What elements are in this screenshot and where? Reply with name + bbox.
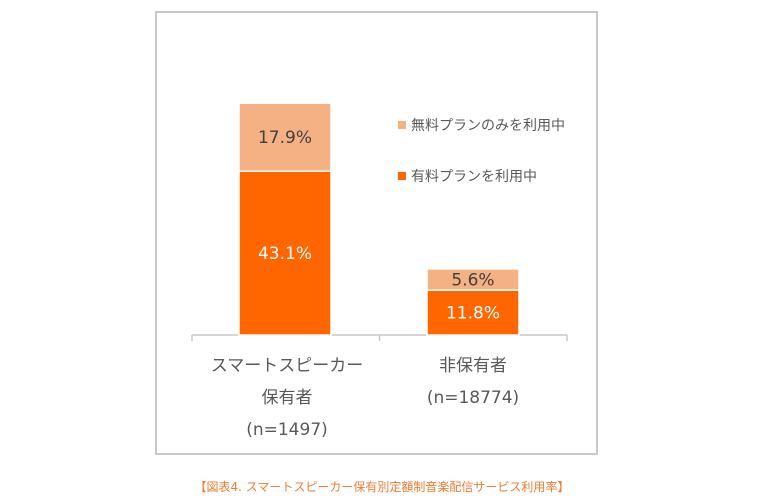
data-label-paid-non-owner: 11.8% [446, 304, 500, 324]
legend-swatch-free [398, 121, 406, 129]
category-label-n: (n=18774) [426, 388, 520, 408]
chart-plot: 43.1% 17.9% 11.8% 5.6% [191, 102, 568, 341]
category-label-smart-speaker-owner: スマートスピーカー 保有者 (n=1497) [187, 350, 387, 446]
data-label-free-smart-speaker-owner: 17.9% [258, 128, 312, 148]
category-label-line: スマートスピーカー [210, 356, 364, 376]
category-label-line: 保有者 [261, 388, 313, 408]
figure-caption: 【図表4. スマートスピーカー保有別定額制音楽配信サービス利用率】 [194, 480, 570, 494]
legend-label: 有料プランを利用中 [411, 169, 537, 185]
chart-frame: 43.1% 17.9% 11.8% 5.6% スマートスピーカー 保有者 (n=149… [155, 11, 598, 455]
legend-item-paid: 有料プランを利用中 [398, 166, 537, 186]
legend-swatch-paid [398, 172, 406, 180]
legend-label: 無料プランのみを利用中 [411, 118, 565, 134]
category-label-non-owner: 非保有者 (n=18774) [407, 350, 539, 414]
bar-free-non-owner [426, 268, 520, 291]
data-label-paid-smart-speaker-owner: 43.1% [258, 244, 312, 264]
bar-paid-non-owner [426, 289, 520, 336]
bar-free-smart-speaker-owner [238, 102, 332, 172]
category-label-line: 非保有者 [439, 356, 507, 376]
bar-paid-smart-speaker-owner [238, 170, 332, 336]
legend-item-free: 無料プランのみを利用中 [398, 115, 565, 135]
category-label-n: (n=1497) [246, 420, 328, 440]
data-label-free-non-owner: 5.6% [451, 271, 494, 291]
